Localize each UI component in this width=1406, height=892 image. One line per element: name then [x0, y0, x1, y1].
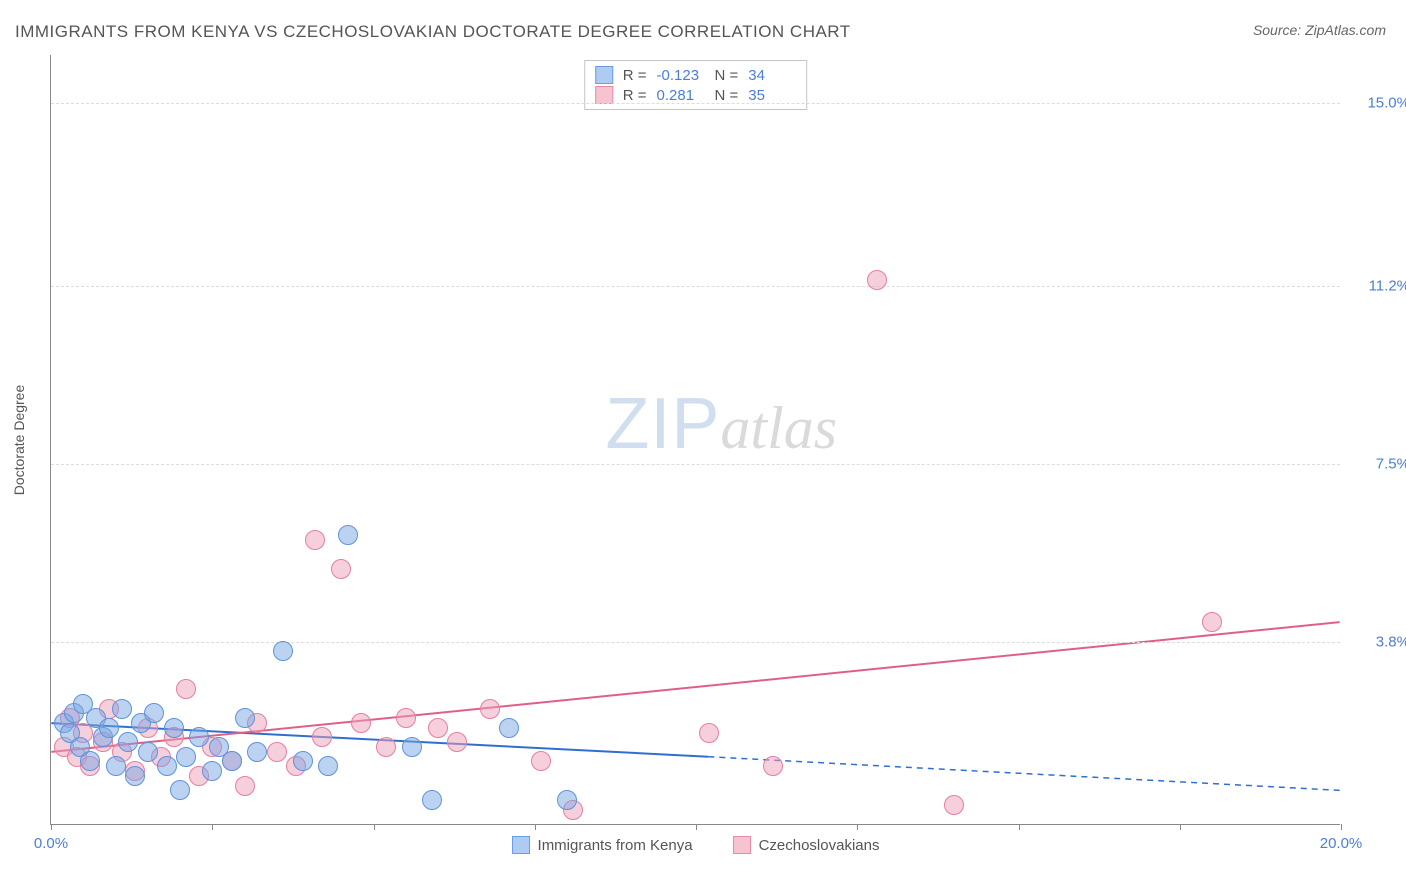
scatter-point [176, 747, 196, 767]
y-tick-label: 3.8% [1350, 634, 1406, 651]
scatter-point [267, 742, 287, 762]
n-value: 35 [748, 87, 796, 104]
legend-swatch [595, 86, 613, 104]
scatter-point [351, 713, 371, 733]
legend-swatch [733, 836, 751, 854]
scatter-point [480, 699, 500, 719]
scatter-point [176, 679, 196, 699]
y-tick-label: 11.2% [1350, 278, 1406, 295]
grid-line [51, 464, 1340, 465]
scatter-point [235, 708, 255, 728]
scatter-point [396, 708, 416, 728]
scatter-point [699, 723, 719, 743]
scatter-point [125, 766, 145, 786]
scatter-point [164, 718, 184, 738]
y-axis-label: Doctorate Degree [11, 384, 27, 495]
x-tick-label: 20.0% [1320, 835, 1363, 852]
scatter-point [763, 756, 783, 776]
grid-line [51, 286, 1340, 287]
grid-line [51, 642, 1340, 643]
scatter-point [144, 703, 164, 723]
legend-stat-row: R = -0.123 N = 34 [595, 65, 797, 85]
legend-label: Czechoslovakians [759, 837, 880, 854]
scatter-point [202, 761, 222, 781]
chart-plot-area: Doctorate Degree ZIPatlas R =-0.123N =34… [50, 55, 1340, 825]
n-value: 34 [748, 67, 796, 84]
scatter-point [157, 756, 177, 776]
source-attribution: Source: ZipAtlas.com [1253, 22, 1386, 38]
scatter-point [557, 790, 577, 810]
scatter-point [331, 559, 351, 579]
x-tick [374, 824, 375, 830]
scatter-point [138, 742, 158, 762]
scatter-point [293, 751, 313, 771]
scatter-point [312, 727, 332, 747]
scatter-point [1202, 612, 1222, 632]
x-tick [1180, 824, 1181, 830]
r-label: R = [623, 67, 647, 84]
scatter-point [189, 727, 209, 747]
scatter-point [867, 270, 887, 290]
n-label: N = [715, 87, 739, 104]
scatter-point [447, 732, 467, 752]
scatter-point [170, 780, 190, 800]
scatter-point [499, 718, 519, 738]
scatter-point [80, 751, 100, 771]
x-tick [696, 824, 697, 830]
r-value: 0.281 [657, 87, 705, 104]
watermark: ZIPatlas [605, 383, 837, 465]
n-label: N = [715, 67, 739, 84]
r-value: -0.123 [657, 67, 705, 84]
scatter-point [222, 751, 242, 771]
x-tick [51, 824, 52, 830]
scatter-point [944, 795, 964, 815]
scatter-point [112, 699, 132, 719]
scatter-point [235, 776, 255, 796]
y-tick-label: 7.5% [1350, 456, 1406, 473]
legend-label: Immigrants from Kenya [538, 837, 693, 854]
y-tick-label: 15.0% [1350, 95, 1406, 112]
scatter-point [422, 790, 442, 810]
x-tick [1341, 824, 1342, 830]
legend-item: Immigrants from Kenya [512, 836, 693, 854]
scatter-point [99, 718, 119, 738]
scatter-point [428, 718, 448, 738]
x-tick-label: 0.0% [34, 835, 68, 852]
scatter-point [273, 641, 293, 661]
x-tick [212, 824, 213, 830]
scatter-point [402, 737, 422, 757]
chart-title: IMMIGRANTS FROM KENYA VS CZECHOSLOVAKIAN… [15, 22, 851, 42]
legend-stat-row: R = 0.281 N = 35 [595, 85, 797, 105]
scatter-point [531, 751, 551, 771]
legend-swatch [512, 836, 530, 854]
x-tick [535, 824, 536, 830]
x-tick [1019, 824, 1020, 830]
r-label: R = [623, 87, 647, 104]
grid-line [51, 103, 1340, 104]
scatter-point [305, 530, 325, 550]
scatter-point [118, 732, 138, 752]
scatter-point [106, 756, 126, 776]
scatter-point [338, 525, 358, 545]
scatter-point [376, 737, 396, 757]
scatter-point [318, 756, 338, 776]
series-legend: Immigrants from Kenya Czechoslovakians [512, 836, 880, 854]
legend-item: Czechoslovakians [733, 836, 880, 854]
x-tick [857, 824, 858, 830]
scatter-point [247, 742, 267, 762]
legend-swatch [595, 66, 613, 84]
